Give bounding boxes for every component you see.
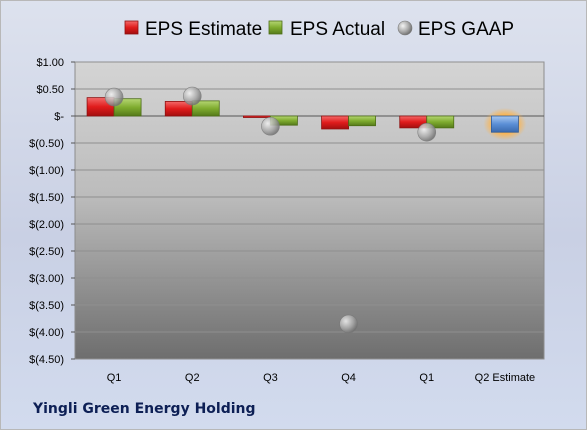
- legend-label-eps-actual: EPS Actual: [290, 19, 385, 40]
- point-eps-gaap: [104, 87, 124, 107]
- y-tick-label: $(0.50): [29, 138, 64, 150]
- y-tick-label: $1.00: [36, 57, 64, 69]
- legend: EPS Estimate EPS Actual EPS GAAP: [124, 19, 514, 40]
- legend-item-eps-gaap: EPS GAAP: [397, 19, 514, 40]
- y-tick-label: $(3.00): [29, 273, 64, 285]
- y-tick-label: $-: [54, 111, 64, 123]
- legend-label-eps-gaap: EPS GAAP: [418, 19, 514, 40]
- point-eps-gaap: [182, 86, 202, 106]
- x-tick-label: Q2: [185, 372, 200, 384]
- bar-eps-estimate-next-quarter: [491, 115, 519, 133]
- x-tick-label: Q2 Estimate: [475, 372, 536, 384]
- x-tick-label: Q1: [419, 372, 434, 384]
- point-eps-gaap: [339, 314, 358, 334]
- legend-swatch-eps-estimate: [124, 20, 139, 35]
- gridlines: [75, 61, 544, 360]
- bar-eps-actual: [348, 115, 376, 127]
- legend-item-eps-actual: EPS Actual: [268, 19, 385, 40]
- plot-area: [74, 61, 545, 360]
- y-tick-label: $(1.50): [29, 192, 64, 204]
- bar-eps-actual: [426, 115, 455, 129]
- y-tick-label: $0.50: [36, 84, 64, 96]
- company-name: Yingli Green Energy Holding: [33, 401, 256, 417]
- legend-swatch-eps-actual: [268, 20, 283, 35]
- x-tick-label: Q1: [107, 372, 122, 384]
- legend-item-eps-estimate: EPS Estimate: [124, 19, 262, 40]
- y-tick-label: $(2.00): [29, 219, 64, 231]
- y-tick-label: $(3.50): [29, 300, 64, 312]
- y-tick-label: $(4.50): [29, 354, 64, 366]
- x-tick-label: Q3: [263, 372, 278, 384]
- legend-swatch-eps-gaap: [397, 20, 413, 36]
- y-axis: $1.00 $0.50 $- $(0.50) $(1.00) $(1.50) $(2.00)…: [29, 57, 75, 366]
- bar-eps-estimate: [243, 115, 271, 118]
- y-tick-label: $(2.50): [29, 246, 64, 258]
- y-tick-label: $(1.00): [29, 165, 64, 177]
- chart-marks: [86, 86, 527, 334]
- x-axis: Q1 Q2 Q3 Q4 Q1 Q2 Estimate: [107, 372, 535, 384]
- point-eps-gaap: [261, 116, 280, 136]
- x-tick-label: Q4: [341, 372, 356, 384]
- y-tick-label: $(4.00): [29, 327, 64, 339]
- bar-eps-actual: [191, 100, 220, 117]
- bar-eps-estimate: [321, 115, 349, 130]
- legend-label-eps-estimate: EPS Estimate: [145, 19, 262, 40]
- point-eps-gaap: [417, 122, 437, 142]
